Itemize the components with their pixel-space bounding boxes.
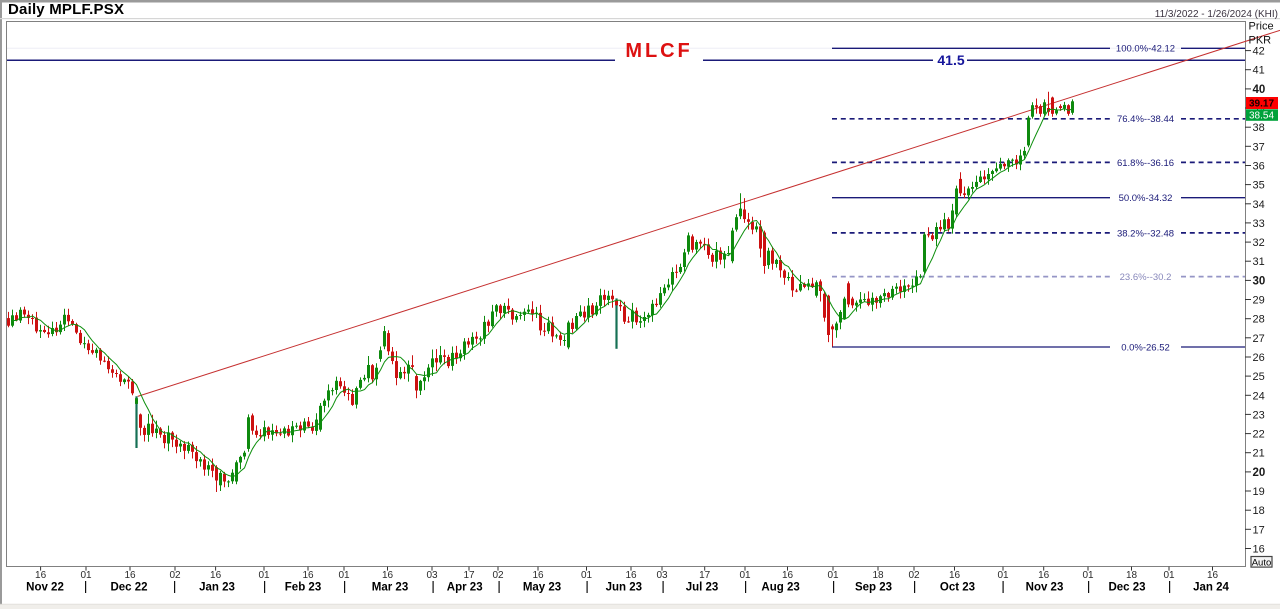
svg-text:16: 16 [1253, 544, 1265, 556]
svg-text:22: 22 [1253, 429, 1265, 441]
svg-text:02: 02 [169, 570, 181, 581]
svg-text:35: 35 [1253, 180, 1265, 192]
svg-text:16: 16 [35, 570, 47, 581]
svg-text:02: 02 [492, 570, 504, 581]
svg-text:100.0%-42.12: 100.0%-42.12 [1116, 44, 1175, 55]
svg-text:Jul 23: Jul 23 [686, 582, 719, 594]
svg-text:16: 16 [210, 570, 222, 581]
svg-text:01: 01 [1163, 570, 1175, 581]
svg-text:02: 02 [908, 570, 920, 581]
svg-text:01: 01 [338, 570, 350, 581]
svg-text:16: 16 [382, 570, 394, 581]
svg-text:20: 20 [1253, 467, 1266, 479]
svg-text:PKR: PKR [1249, 35, 1272, 47]
svg-text:32: 32 [1253, 237, 1265, 249]
svg-text:16: 16 [782, 570, 794, 581]
svg-text:19: 19 [1253, 486, 1265, 498]
svg-text:03: 03 [426, 570, 438, 581]
svg-text:18: 18 [872, 570, 884, 581]
svg-text:61.8%--36.16: 61.8%--36.16 [1117, 158, 1174, 169]
svg-text:24: 24 [1253, 390, 1265, 402]
svg-text:16: 16 [124, 570, 136, 581]
svg-text:28: 28 [1253, 314, 1265, 326]
svg-text:29: 29 [1253, 295, 1265, 307]
svg-text:Auto: Auto [1252, 557, 1272, 568]
svg-text:Daily MPLF.PSX: Daily MPLF.PSX [8, 1, 124, 18]
svg-text:0.0%-26.52: 0.0%-26.52 [1121, 342, 1170, 353]
svg-text:Mar 23: Mar 23 [372, 582, 408, 594]
svg-text:40: 40 [1253, 84, 1266, 96]
svg-text:38: 38 [1253, 122, 1265, 134]
svg-text:17: 17 [1253, 524, 1265, 536]
svg-text:01: 01 [827, 570, 839, 581]
svg-text:Jan 23: Jan 23 [199, 582, 235, 594]
svg-text:16: 16 [1038, 570, 1050, 581]
svg-text:May 23: May 23 [523, 582, 561, 594]
svg-text:Feb 23: Feb 23 [285, 582, 321, 594]
svg-text:39.17: 39.17 [1249, 99, 1274, 110]
svg-text:21: 21 [1253, 448, 1265, 460]
svg-text:23.6%--30.2: 23.6%--30.2 [1120, 272, 1172, 283]
svg-text:16: 16 [302, 570, 314, 581]
svg-text:33: 33 [1253, 218, 1265, 230]
svg-text:01: 01 [997, 570, 1009, 581]
svg-text:MLCF: MLCF [625, 40, 692, 62]
svg-text:Sep 23: Sep 23 [855, 582, 892, 594]
svg-text:17: 17 [699, 570, 711, 581]
svg-text:Jun 23: Jun 23 [606, 582, 642, 594]
svg-text:41.5: 41.5 [937, 52, 964, 68]
svg-text:16: 16 [625, 570, 637, 581]
svg-text:18: 18 [1253, 505, 1265, 517]
svg-text:38.2%--32.48: 38.2%--32.48 [1117, 228, 1174, 239]
svg-text:37: 37 [1253, 141, 1265, 153]
svg-text:Jan 24: Jan 24 [1193, 582, 1229, 594]
svg-text:25: 25 [1253, 371, 1265, 383]
svg-text:31: 31 [1253, 256, 1265, 268]
svg-text:34: 34 [1253, 199, 1265, 211]
svg-text:01: 01 [80, 570, 92, 581]
svg-text:Apr 23: Apr 23 [447, 582, 483, 594]
svg-text:41: 41 [1253, 65, 1265, 77]
svg-text:30: 30 [1253, 275, 1266, 287]
svg-text:Nov 23: Nov 23 [1026, 582, 1064, 594]
svg-text:Price: Price [1249, 21, 1274, 33]
svg-text:17: 17 [463, 570, 475, 581]
svg-text:Dec 23: Dec 23 [1108, 582, 1145, 594]
svg-text:16: 16 [949, 570, 961, 581]
svg-text:Aug 23: Aug 23 [761, 582, 799, 594]
svg-text:38.54: 38.54 [1249, 110, 1274, 121]
svg-text:18: 18 [1126, 570, 1138, 581]
svg-text:36: 36 [1253, 161, 1265, 173]
svg-text:11/3/2022 - 1/26/2024 (KHI): 11/3/2022 - 1/26/2024 (KHI) [1155, 9, 1278, 20]
svg-text:Oct 23: Oct 23 [940, 582, 975, 594]
svg-text:26: 26 [1253, 352, 1265, 364]
svg-text:50.0%-34.32: 50.0%-34.32 [1119, 193, 1173, 204]
svg-text:23: 23 [1253, 409, 1265, 421]
svg-text:16: 16 [532, 570, 544, 581]
svg-text:42: 42 [1253, 46, 1265, 58]
svg-text:01: 01 [581, 570, 593, 581]
svg-text:16: 16 [1207, 570, 1219, 581]
svg-text:Nov 22: Nov 22 [26, 582, 64, 594]
svg-text:01: 01 [739, 570, 751, 581]
svg-text:01: 01 [1082, 570, 1094, 581]
svg-text:Dec 22: Dec 22 [110, 582, 147, 594]
svg-text:03: 03 [656, 570, 668, 581]
svg-text:27: 27 [1253, 333, 1265, 345]
svg-text:01: 01 [258, 570, 270, 581]
svg-text:76.4%--38.44: 76.4%--38.44 [1117, 114, 1174, 125]
